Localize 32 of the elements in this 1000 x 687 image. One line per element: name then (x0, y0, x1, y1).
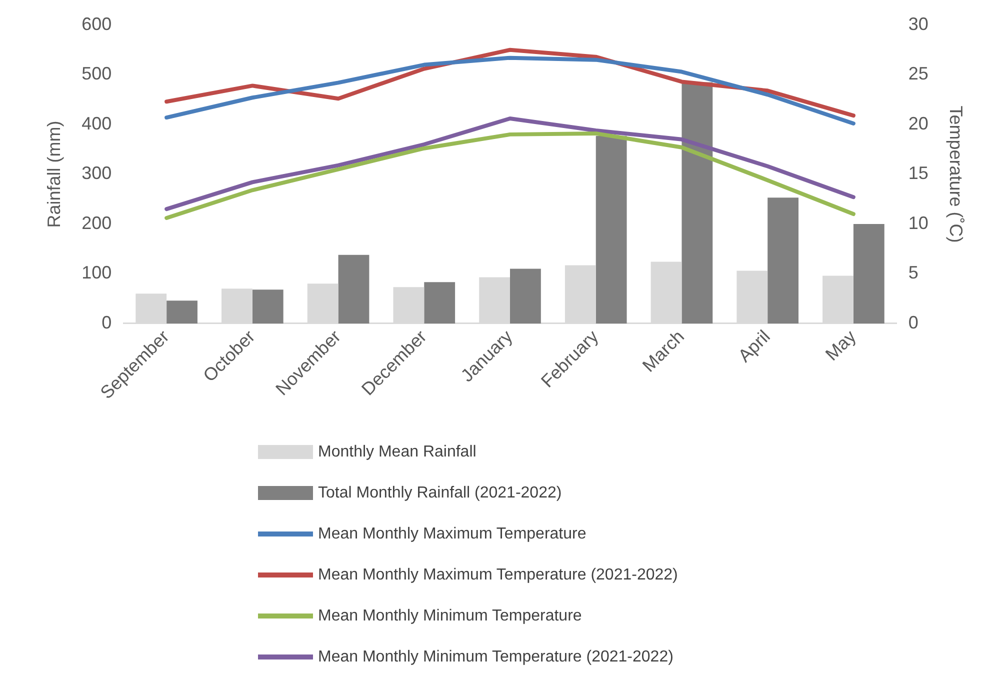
legend-label: Total Monthly Rainfall (2021-2022) (318, 484, 562, 502)
bar (682, 82, 713, 324)
y-tick-label: 600 (82, 14, 112, 34)
y2-tick-label: 0 (908, 312, 918, 332)
y2-tick-label: 5 (908, 262, 918, 283)
legend-label: Monthly Mean Rainfall (318, 443, 476, 460)
y2-tick-label: 15 (908, 163, 928, 184)
y-tick-label: 500 (82, 64, 112, 84)
bar (166, 300, 198, 324)
bar (853, 224, 884, 324)
bar (424, 282, 456, 324)
bar (596, 136, 627, 324)
y-tick-label: 400 (82, 113, 112, 134)
y2-tick-label: 30 (908, 14, 928, 34)
bar (338, 254, 370, 324)
y-tick-label: 0 (102, 312, 112, 332)
y-tick-label: 200 (82, 212, 112, 233)
y2-axis-title: Temperature (˚C) (946, 106, 966, 243)
legend-label: Mean Monthly Maximum Temperature (318, 525, 586, 542)
x-tick-label: May (822, 326, 860, 364)
legend-label: Mean Monthly Minimum Temperature (2021-2022) (318, 648, 674, 666)
bar (768, 198, 798, 324)
y-tick-label: 100 (82, 262, 112, 283)
y-axis-title: Rainfall (mm) (44, 120, 64, 228)
y2-tick-label: 10 (908, 212, 928, 233)
y2-tick-label: 20 (908, 113, 928, 134)
bar (510, 268, 541, 324)
bar (252, 290, 284, 324)
y-tick-label: 300 (82, 163, 112, 184)
y2-tick-label: 25 (908, 64, 928, 84)
legend-label: Mean Monthly Maximum Temperature (2021-2022) (318, 566, 678, 584)
legend-label: Mean Monthly Minimum Temperature (318, 607, 582, 624)
